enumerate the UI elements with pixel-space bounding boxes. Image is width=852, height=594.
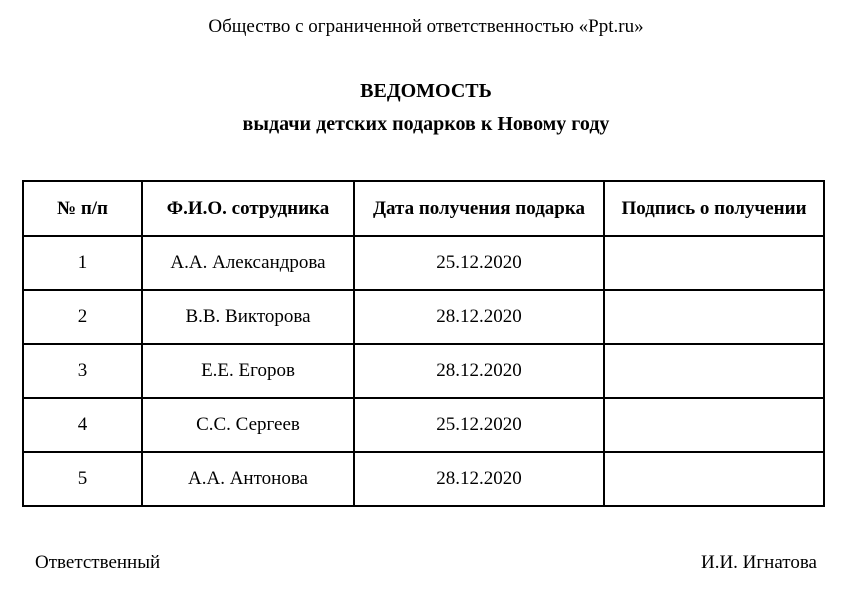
table-row: 4 С.С. Сергеев 25.12.2020 xyxy=(22,397,825,453)
footer-responsible-label: Ответственный xyxy=(35,552,161,573)
cell-signature xyxy=(603,289,825,345)
gift-register-table: № п/п Ф.И.О. сотрудника Дата получения п… xyxy=(22,180,825,507)
cell-date: 25.12.2020 xyxy=(353,235,605,291)
cell-name: В.В. Викторова xyxy=(141,289,355,345)
cell-name: Е.Е. Егоров xyxy=(141,343,355,399)
cell-number: 4 xyxy=(22,397,143,453)
column-header-signature: Подпись о получении xyxy=(603,180,825,237)
cell-number: 3 xyxy=(22,343,143,399)
company-name: Общество с ограниченной ответственностью… xyxy=(208,16,644,37)
cell-date: 28.12.2020 xyxy=(353,451,605,507)
column-header-name: Ф.И.О. сотрудника xyxy=(141,180,355,237)
cell-number: 2 xyxy=(22,289,143,345)
cell-signature xyxy=(603,343,825,399)
cell-name: А.А. Антонова xyxy=(141,451,355,507)
cell-signature xyxy=(603,235,825,291)
cell-date: 28.12.2020 xyxy=(353,343,605,399)
cell-date: 28.12.2020 xyxy=(353,289,605,345)
cell-number: 1 xyxy=(22,235,143,291)
table-row: 2 В.В. Викторова 28.12.2020 xyxy=(22,289,825,345)
table-row: 3 Е.Е. Егоров 28.12.2020 xyxy=(22,343,825,399)
column-header-number: № п/п xyxy=(22,180,143,237)
footer: Ответственный И.И. Игнатова xyxy=(35,551,817,574)
column-header-date: Дата получения подарка xyxy=(353,180,605,237)
cell-number: 5 xyxy=(22,451,143,507)
document-subtitle: выдачи детских подарков к Новому году xyxy=(242,113,610,135)
cell-signature xyxy=(603,397,825,453)
document-title: ВЕДОМОСТЬ xyxy=(360,80,492,102)
table-row: 5 А.А. Антонова 28.12.2020 xyxy=(22,451,825,507)
cell-date: 25.12.2020 xyxy=(353,397,605,453)
table-row: 1 А.А. Александрова 25.12.2020 xyxy=(22,235,825,291)
footer-responsible-name: И.И. Игнатова xyxy=(700,552,817,573)
cell-name: С.С. Сергеев xyxy=(141,397,355,453)
cell-name: А.А. Александрова xyxy=(141,235,355,291)
cell-signature xyxy=(603,451,825,507)
table-header-row: № п/п Ф.И.О. сотрудника Дата получения п… xyxy=(22,180,825,237)
